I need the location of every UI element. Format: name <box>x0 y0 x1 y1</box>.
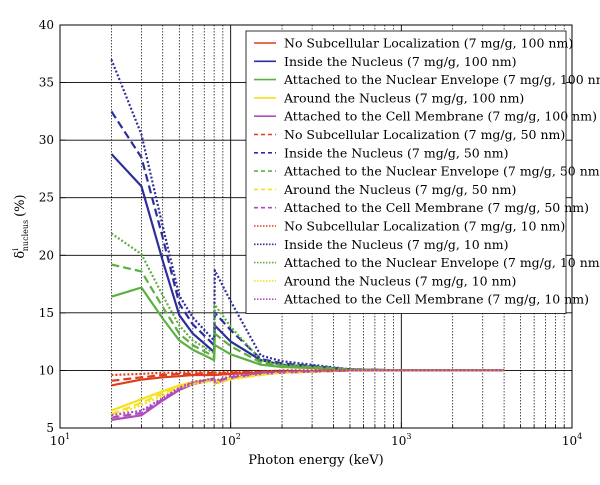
legend-entry: No Subcellular Localization (7 mg/g, 10 … <box>284 219 565 234</box>
legend-entry: Attached to the Cell Membrane (7 mg/g, 5… <box>283 200 589 215</box>
legend-entry: Attached to the Cell Membrane (7 mg/g, 1… <box>283 109 597 124</box>
ticks: 5 10 15 20 25 30 35 40 101 102 103 104 <box>39 18 582 448</box>
series-line-11 <box>111 369 505 377</box>
x-tick-label: 103 <box>391 432 411 448</box>
legend-entry: No Subcellular Localization (7 mg/g, 50 … <box>284 127 565 142</box>
series-group <box>110 59 505 421</box>
plot-frame <box>59 24 573 429</box>
series-line-15 <box>111 369 505 417</box>
legend-entry: Around the Nucleus (7 mg/g, 50 nm) <box>283 182 516 197</box>
legend-entry: Around the Nucleus (7 mg/g, 10 nm) <box>283 273 516 288</box>
y-tick-label: 35 <box>39 76 54 90</box>
series-line-10 <box>111 369 505 419</box>
legend-entry: Attached to the Nuclear Envelope (7 mg/g… <box>283 72 600 87</box>
legend-entry: Inside the Nucleus (7 mg/g, 50 nm) <box>284 145 509 160</box>
y-tick-label: 25 <box>39 191 54 205</box>
legend: No Subcellular Localization (7 mg/g, 100… <box>245 30 600 314</box>
y-axis-symbol: δ <box>13 251 28 259</box>
y-tick-label: 40 <box>39 18 54 32</box>
y-tick-label: 30 <box>39 133 54 147</box>
y-tick-label: 10 <box>39 363 54 377</box>
x-tick-label: 101 <box>50 432 70 448</box>
legend-entry: No Subcellular Localization (7 mg/g, 100… <box>284 36 573 51</box>
y-axis-superscript: i <box>11 248 20 251</box>
y-axis-subscript: nucleus <box>21 220 30 251</box>
legend-box <box>245 30 567 314</box>
x-tick-label: 104 <box>562 432 582 448</box>
legend-entry: Inside the Nucleus (7 mg/g, 100 nm) <box>284 54 516 69</box>
x-tick-label: 102 <box>220 432 240 448</box>
legend-entry: Attached to the Nuclear Envelope (7 mg/g… <box>283 255 600 270</box>
y-tick-label: 20 <box>39 248 54 262</box>
y-tick-label: 15 <box>39 306 54 320</box>
legend-entry: Attached to the Cell Membrane (7 mg/g, 1… <box>283 292 589 307</box>
y-axis-unit: (%) <box>13 194 28 217</box>
y-axis-label: δinucleus (%) <box>11 194 30 258</box>
legend-entry: Attached to the Nuclear Envelope (7 mg/g… <box>283 164 600 179</box>
legend-entry: Around the Nucleus (7 mg/g, 100 nm) <box>283 90 524 105</box>
legend-entry: Inside the Nucleus (7 mg/g, 10 nm) <box>284 237 509 252</box>
x-axis-label: Photon energy (keV) <box>248 453 383 468</box>
series-line-6 <box>111 369 505 382</box>
y-tick-label: 5 <box>46 421 54 435</box>
